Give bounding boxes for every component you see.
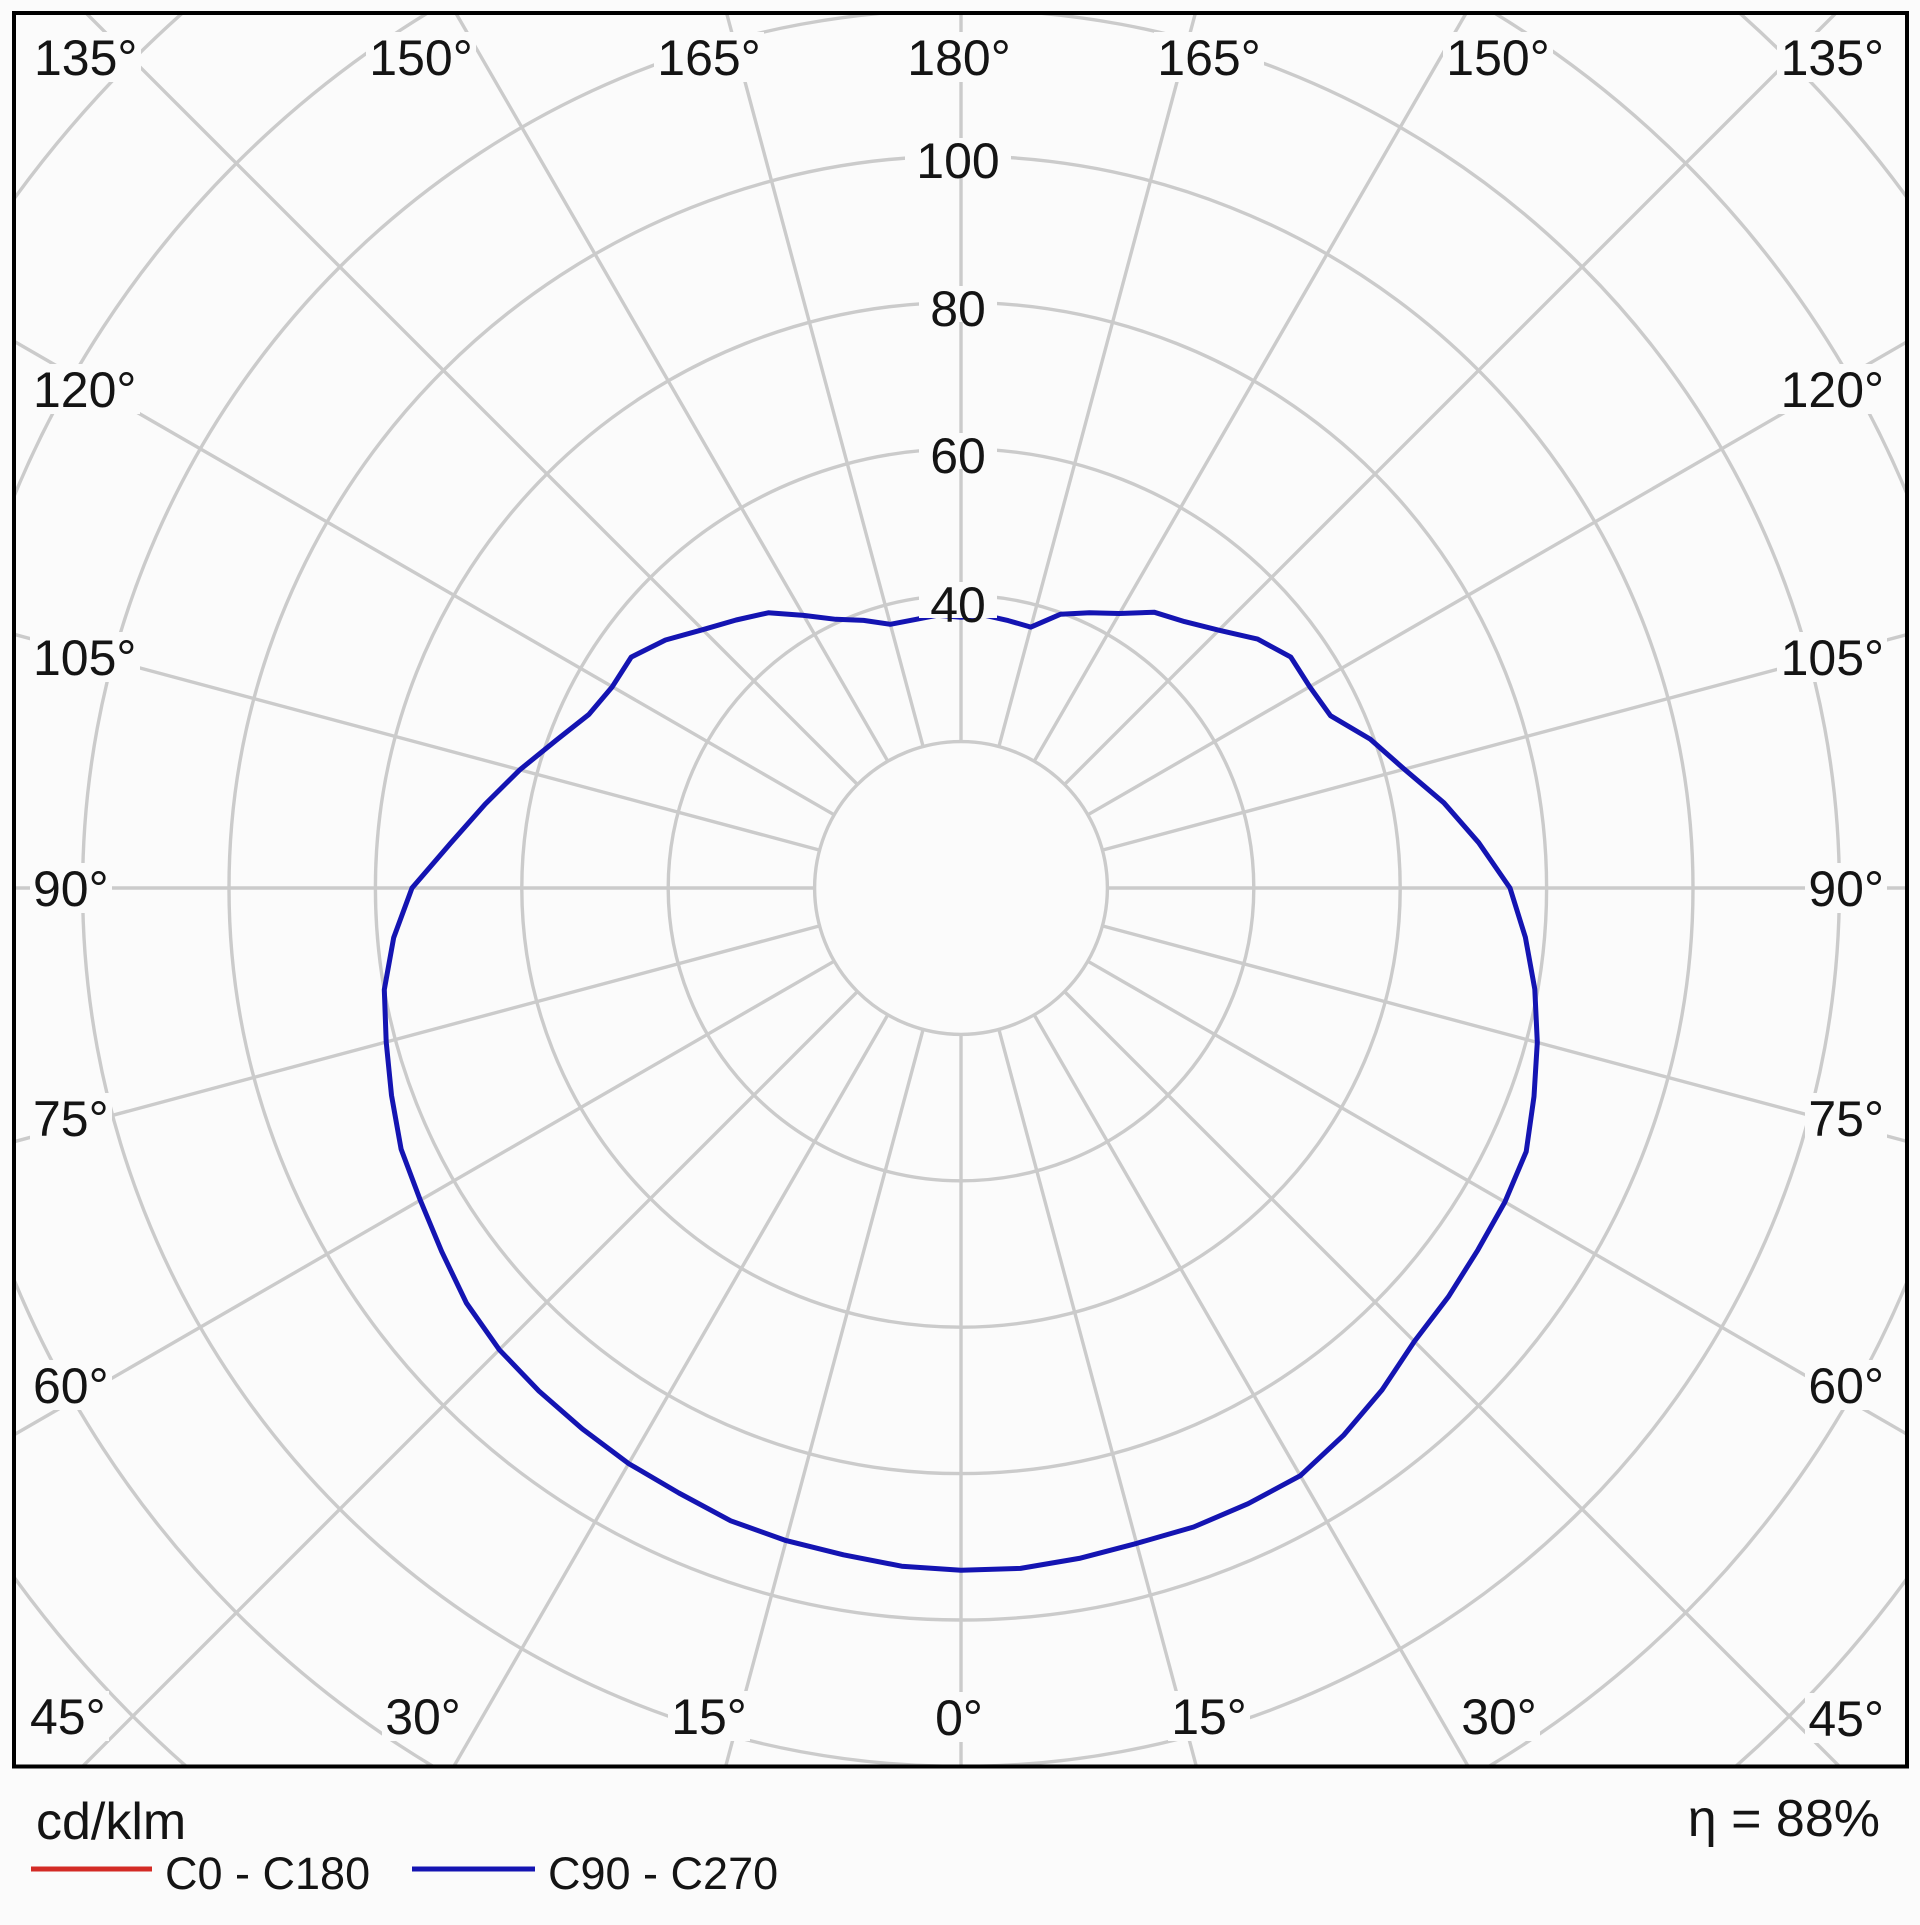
svg-text:15°: 15°: [1171, 1689, 1247, 1745]
svg-text:60°: 60°: [1808, 1358, 1884, 1414]
svg-text:135°: 135°: [34, 30, 137, 86]
svg-text:60°: 60°: [33, 1358, 109, 1414]
svg-text:C0 - C180: C0 - C180: [165, 1848, 370, 1899]
svg-text:40: 40: [930, 577, 986, 633]
svg-text:cd/klm: cd/klm: [36, 1793, 186, 1851]
svg-text:120°: 120°: [33, 362, 136, 418]
svg-text:165°: 165°: [1157, 30, 1260, 86]
svg-text:75°: 75°: [33, 1091, 109, 1147]
svg-text:150°: 150°: [1446, 30, 1549, 86]
svg-text:15°: 15°: [671, 1689, 747, 1745]
svg-text:105°: 105°: [1781, 630, 1884, 686]
svg-text:75°: 75°: [1808, 1091, 1884, 1147]
svg-text:45°: 45°: [1808, 1691, 1884, 1747]
svg-text:100: 100: [916, 133, 999, 189]
svg-text:30°: 30°: [1461, 1689, 1537, 1745]
svg-text:90°: 90°: [1808, 861, 1884, 917]
svg-text:120°: 120°: [1781, 362, 1884, 418]
svg-text:0°: 0°: [935, 1690, 983, 1746]
svg-text:80: 80: [930, 281, 986, 337]
svg-text:60: 60: [930, 428, 986, 484]
svg-text:30°: 30°: [385, 1689, 461, 1745]
svg-text:150°: 150°: [369, 30, 472, 86]
svg-text:C90 - C270: C90 - C270: [548, 1848, 778, 1899]
svg-text:η = 88%: η = 88%: [1688, 1790, 1880, 1848]
svg-text:105°: 105°: [33, 630, 136, 686]
svg-text:90°: 90°: [33, 861, 109, 917]
svg-text:135°: 135°: [1781, 30, 1884, 86]
svg-text:180°: 180°: [907, 30, 1010, 86]
svg-text:165°: 165°: [657, 30, 760, 86]
svg-text:45°: 45°: [30, 1689, 106, 1745]
